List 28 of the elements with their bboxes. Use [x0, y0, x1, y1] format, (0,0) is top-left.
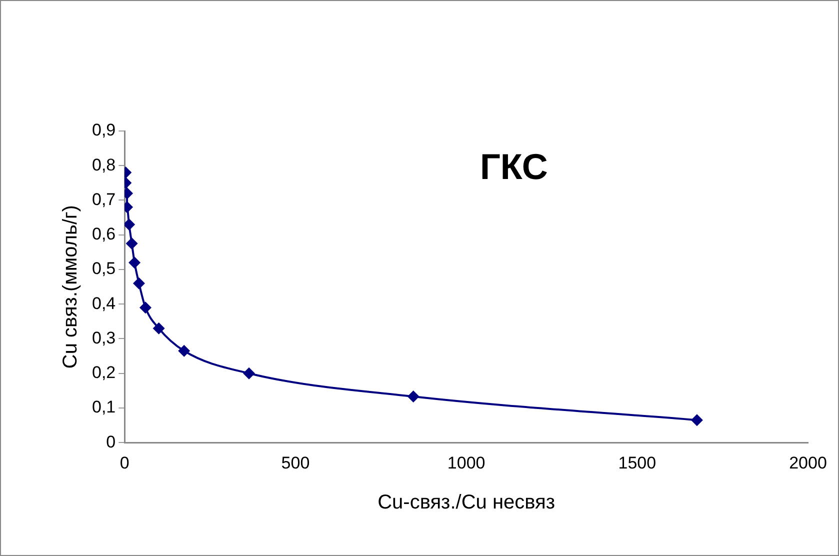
y-tick-label: 0,5	[92, 259, 116, 278]
y-tick-label: 0,6	[92, 224, 116, 244]
y-tick-label: 0	[106, 432, 116, 452]
x-tick-label: 0	[120, 453, 130, 472]
y-tick-label: 0,2	[92, 363, 116, 382]
point	[139, 302, 152, 314]
y-tick-label: 0,7	[92, 190, 116, 209]
point	[126, 238, 138, 250]
x-tick-label: 1000	[447, 453, 486, 472]
annotation: ГКС	[480, 146, 548, 187]
y-axis-title: Cu связ.(ммоль/г)	[60, 205, 82, 369]
y-tick-label: 0,8	[92, 155, 116, 174]
y-tick-label: 0,4	[92, 294, 116, 313]
point	[690, 414, 703, 426]
point	[407, 390, 420, 403]
point	[132, 277, 145, 290]
point	[128, 256, 141, 269]
y-tick-label: 0,9	[92, 120, 116, 140]
point	[243, 367, 256, 380]
y-tick-label: 0,3	[92, 328, 116, 348]
x-tick-label: 2000	[789, 453, 827, 472]
point	[124, 218, 136, 230]
x-tick-label: 1500	[618, 453, 656, 472]
point	[178, 344, 190, 357]
y-tick-label: 0,1	[92, 398, 116, 417]
x-axis-title: Cu-связ./Cu несвяз	[378, 492, 556, 514]
point	[152, 322, 165, 334]
x-tick-label: 500	[281, 453, 310, 472]
